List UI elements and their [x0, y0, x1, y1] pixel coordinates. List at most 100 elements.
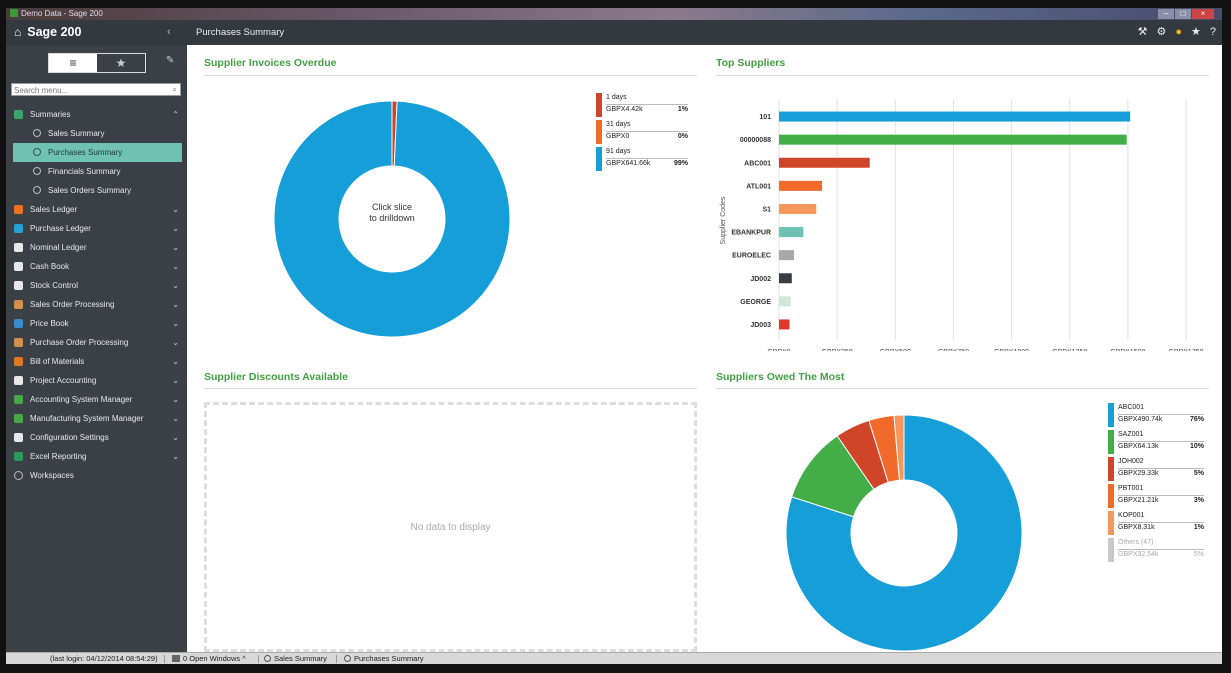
collapse-sidebar-button[interactable]: ‹	[167, 26, 171, 38]
bar-jd002[interactable]	[779, 273, 792, 284]
sidebar-item-sales-summary[interactable]: Sales Summary	[6, 124, 187, 143]
lightbulb-icon[interactable]: ●	[1175, 26, 1182, 38]
sidebar-item-stock-control[interactable]: Stock Control ⌄	[6, 276, 187, 295]
chevron-down-icon: ⌄	[172, 300, 179, 309]
divider	[204, 75, 697, 76]
chevron-down-icon: ⌄	[172, 452, 179, 461]
category-label: 00000088	[740, 137, 771, 144]
gear-icon[interactable]: ⚙	[1156, 26, 1167, 38]
help-icon[interactable]: ?	[1209, 26, 1216, 38]
sidebar-item-excel-reporting[interactable]: Excel Reporting ⌄	[6, 447, 187, 466]
legend-percent: 0%	[677, 133, 688, 140]
legend-swatch	[1108, 538, 1114, 562]
divider	[716, 388, 1209, 389]
edit-icon[interactable]: ✎	[166, 55, 175, 66]
owed-donut-chart[interactable]	[784, 413, 1024, 653]
bar-atl001[interactable]	[779, 180, 823, 191]
legend-item[interactable]: PBT001 GBPX21.21k 3%	[1108, 484, 1204, 511]
sidebar-item-sales-ledger[interactable]: Sales Ledger ⌄	[6, 200, 187, 219]
bar-jd003[interactable]	[779, 319, 790, 330]
bar-euroelec[interactable]	[779, 250, 795, 261]
category-label: EBANKPUR	[731, 230, 771, 237]
legend-item[interactable]: JOH002 GBPX29.33k 5%	[1108, 457, 1204, 484]
legend-label: 91 days	[606, 148, 631, 155]
overdue-slice-91-days[interactable]	[273, 100, 511, 338]
sidebar-item-financials-summary[interactable]: Financials Summary	[6, 162, 187, 181]
legend-item[interactable]: 31 days GBPX0 0%	[596, 120, 688, 147]
legend-percent: 10%	[1189, 443, 1204, 450]
legend-amount: GBPX32.54k	[1118, 551, 1159, 558]
star-icon[interactable]: ★	[1191, 26, 1201, 38]
legend-item[interactable]: ABC001 GBPX490.74k 76%	[1108, 403, 1204, 430]
search-icon[interactable]: ⌕	[172, 85, 177, 94]
menu-view-button[interactable]: ≡	[49, 54, 97, 72]
bar-ebankpur[interactable]	[779, 227, 804, 238]
sidebar-item-purchase-order-processing[interactable]: Purchase Order Processing ⌄	[6, 333, 187, 352]
favourites-view-button[interactable]: ★	[97, 54, 145, 72]
legend-amount: GBPX29.33k	[1118, 470, 1159, 477]
sidebar-item-manufacturing-system-manager[interactable]: Manufacturing System Manager ⌄	[6, 409, 187, 428]
minimize-button[interactable]: –	[1158, 9, 1174, 19]
overdue-legend: 1 days GBPX4.42k 1% 31 days GBPX0 0% 91 days GB…	[596, 93, 688, 174]
home-icon[interactable]: ⌂	[14, 25, 22, 39]
divider	[204, 388, 697, 389]
legend-item[interactable]: Others (47) GBPX32.54k 5%	[1108, 538, 1204, 565]
brand[interactable]: ⌂ Sage 200	[14, 20, 81, 45]
excel-icon	[14, 452, 23, 461]
sidebar-item-label: Accounting System Manager	[30, 395, 133, 404]
owed-slice-abc001[interactable]	[785, 414, 1023, 652]
sidebar-item-purchase-ledger[interactable]: Purchase Ledger ⌄	[6, 219, 187, 238]
bar-101[interactable]	[779, 111, 1131, 122]
sidebar-item-accounting-system-manager[interactable]: Accounting System Manager ⌄	[6, 390, 187, 409]
workspaces-icon	[14, 471, 23, 480]
overdue-donut-chart[interactable]	[272, 99, 512, 339]
open-windows-button[interactable]: 0 Open Windows ^	[172, 653, 246, 664]
chevron-down-icon: ⌄	[172, 319, 179, 328]
taskbar-tab-purchases-summary[interactable]: Purchases Summary	[344, 653, 424, 664]
legend-percent: 5%	[1193, 470, 1204, 477]
chevron-down-icon: ⌄	[172, 281, 179, 290]
sidebar-item-summaries[interactable]: Summaries ⌃	[6, 105, 187, 124]
sidebar-item-workspaces[interactable]: Workspaces	[6, 466, 187, 485]
legend-item[interactable]: SAZ001 GBPX64.13k 10%	[1108, 430, 1204, 457]
sidebar-item-label: Configuration Settings	[30, 433, 109, 442]
sidebar-item-price-book[interactable]: Price Book ⌄	[6, 314, 187, 333]
legend-item[interactable]: 1 days GBPX4.42k 1%	[596, 93, 688, 120]
owed-slice-kop001[interactable]	[893, 414, 905, 481]
sidebar-item-nominal-ledger[interactable]: Nominal Ledger ⌄	[6, 238, 187, 257]
sidebar-item-label: Sales Summary	[48, 129, 105, 138]
legend-divider	[1118, 468, 1204, 469]
sidebar-item-project-accounting[interactable]: Project Accounting ⌄	[6, 371, 187, 390]
legend-divider	[1118, 522, 1204, 523]
legend-divider	[606, 131, 688, 132]
sidebar-item-cash-book[interactable]: Cash Book ⌄	[6, 257, 187, 276]
globe-icon	[33, 167, 41, 175]
close-button[interactable]: ×	[1192, 9, 1214, 19]
sidebar-item-bill-of-materials[interactable]: Bill of Materials ⌄	[6, 352, 187, 371]
tools-icon[interactable]: ⚒	[1137, 26, 1148, 38]
taskbar-tab-sales-summary[interactable]: Sales Summary	[264, 653, 327, 664]
bar-00000088[interactable]	[779, 134, 1127, 145]
maximize-button[interactable]: □	[1175, 9, 1191, 19]
bar-s1[interactable]	[779, 203, 817, 214]
sidebar-item-label: Sales Ledger	[30, 205, 78, 214]
sidebar-item-sales-orders-summary[interactable]: Sales Orders Summary	[6, 181, 187, 200]
legend-percent: 1%	[1193, 524, 1204, 531]
sidebar-item-sales-order-processing[interactable]: Sales Order Processing ⌄	[6, 295, 187, 314]
bar-abc001[interactable]	[779, 157, 870, 168]
sidebar-nav: Summaries ⌃ Sales Summary Purchases Summary…	[6, 105, 187, 485]
legend-amount: GBPX490.74k	[1118, 416, 1163, 423]
sidebar-item-purchases-summary[interactable]: Purchases Summary	[13, 143, 182, 162]
legend-item[interactable]: KOP001 GBPX8.31k 1%	[1108, 511, 1204, 538]
chevron-down-icon: ⌄	[172, 395, 179, 404]
header-toolbar: ⚒ ⚙ ● ★ ?	[1138, 20, 1216, 45]
legend-percent: 99%	[673, 160, 688, 167]
sidebar-item-configuration-settings[interactable]: Configuration Settings ⌄	[6, 428, 187, 447]
legend-item[interactable]: 91 days GBPX641.66k 99%	[596, 147, 688, 174]
bar-george[interactable]	[779, 296, 791, 307]
sidebar-item-label: Excel Reporting	[30, 452, 87, 461]
x-tick-label: GBPX750	[938, 349, 969, 351]
chevron-down-icon: ⌄	[172, 338, 179, 347]
search-input[interactable]	[12, 85, 162, 96]
legend-divider	[606, 104, 688, 105]
